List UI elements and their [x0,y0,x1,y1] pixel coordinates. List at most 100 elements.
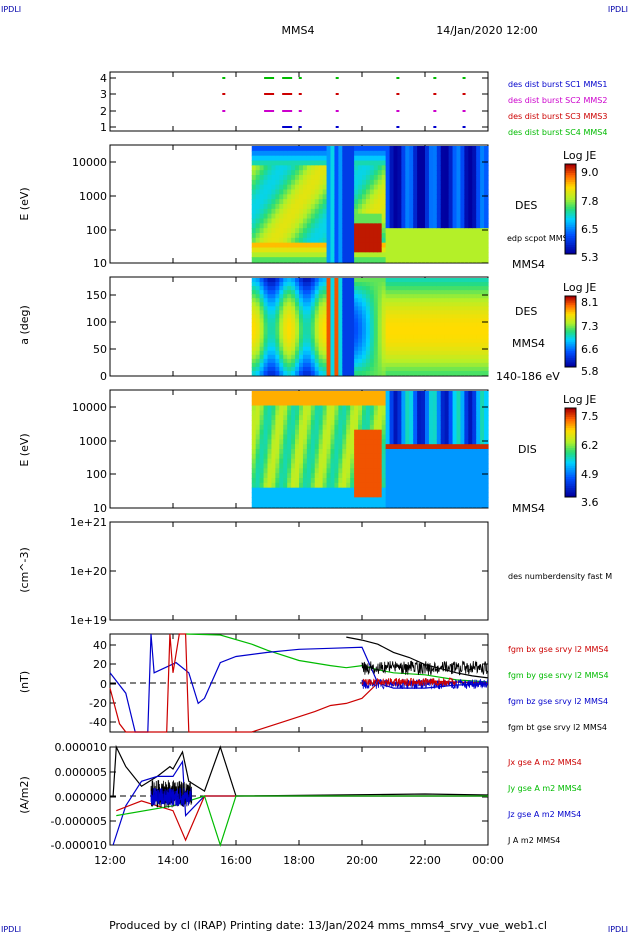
heatmap-cell [386,449,391,454]
heatmap-cell [350,290,355,295]
heatmap-cell [279,190,284,195]
heatmap-cell [260,302,265,307]
heatmap-cell [327,343,332,348]
heatmap-cell [327,190,332,195]
heatmap-cell [429,473,434,478]
heatmap-cell [468,363,473,368]
heatmap-cell [268,335,273,340]
heatmap-cell [433,278,438,283]
heatmap-cell [334,238,339,243]
heatmap-cell [449,156,454,161]
heatmap-cell [460,502,465,507]
heatmap-cell [319,502,324,507]
heatmap-cell [279,351,284,356]
heatmap-cell [252,199,257,204]
heatmap-cell [260,223,265,228]
heatmap-cell [291,302,296,307]
heatmap-cell [476,430,481,435]
heatmap-cell [268,425,273,430]
heatmap-cell [342,228,347,233]
heatmap-cell [315,194,320,199]
heatmap-cell [323,327,328,332]
heatmap-cell [394,488,399,493]
heatmap-cell [464,459,469,464]
heatmap-cell [413,156,418,161]
heatmap-cell [370,146,375,151]
heatmap-cell [287,425,292,430]
heatmap-cell [378,343,383,348]
heatmap-cell [331,322,336,327]
heatmap-cell [476,327,481,332]
heatmap-cell [394,219,399,224]
heatmap-cell [390,310,395,315]
heatmap-cell [378,468,383,473]
heatmap-cell [334,302,339,307]
heatmap-cell [346,286,351,291]
heatmap-cell [378,314,383,319]
heatmap-cell [449,209,454,214]
heatmap-cell [268,151,273,156]
heatmap-cell [362,483,367,488]
heatmap-cell [405,363,410,368]
heatmap-cell [386,146,391,151]
heatmap-cell [287,468,292,473]
heatmap-cell [295,347,300,352]
heatmap-cell [323,214,328,219]
heatmap-cell [295,290,300,295]
heatmap-cell [268,306,273,311]
heatmap-cell [480,410,485,415]
heatmap-cell [421,439,426,444]
heatmap-cell [449,248,454,253]
heatmap-cell [382,430,387,435]
heatmap-cell [346,282,351,287]
heatmap-cell [433,363,438,368]
heatmap-cell [311,406,316,411]
heatmap-cell [425,248,430,253]
heatmap-cell [374,449,379,454]
heatmap-cell [378,161,383,166]
heatmap-cell [319,233,324,238]
heatmap-cell [362,318,367,323]
heatmap-cell [252,282,257,287]
heatmap-cell [346,306,351,311]
heatmap-cell [445,331,450,336]
heatmap-cell [425,468,430,473]
heatmap-cell [468,252,473,257]
heatmap-cell [323,298,328,303]
heatmap-cell [252,314,257,319]
heatmap-cell [350,190,355,195]
heatmap-cell [386,302,391,307]
heatmap-cell [315,209,320,214]
heatmap-cell [295,278,300,283]
heatmap-cell [323,502,328,507]
heatmap-cell [394,190,399,195]
heatmap-cell [283,185,288,190]
heatmap-cell [331,459,336,464]
heatmap-cell [374,493,379,498]
heatmap-cell [307,420,312,425]
heatmap-cell [401,209,406,214]
heatmap-cell [382,214,387,219]
heatmap-cell [256,468,261,473]
heatmap-cell [303,415,308,420]
heatmap-cell [449,165,454,170]
heatmap-cell [480,185,485,190]
heatmap-cell [291,363,296,368]
heatmap-cell [386,410,391,415]
heatmap-cell [271,204,276,209]
heatmap-cell [382,435,387,440]
heatmap-cell [386,420,391,425]
heatmap-cell [334,223,339,228]
heatmap-cell [378,359,383,364]
heatmap-cell [476,228,481,233]
heatmap-cell [453,459,458,464]
heatmap-cell [397,473,402,478]
heatmap-cell [327,310,332,315]
heatmap-cell [413,351,418,356]
heatmap-cell [323,415,328,420]
heatmap-cell [319,444,324,449]
heatmap-cell [260,439,265,444]
heatmap-cell [370,161,375,166]
heatmap-cell [472,335,477,340]
heatmap-cell [260,290,265,295]
